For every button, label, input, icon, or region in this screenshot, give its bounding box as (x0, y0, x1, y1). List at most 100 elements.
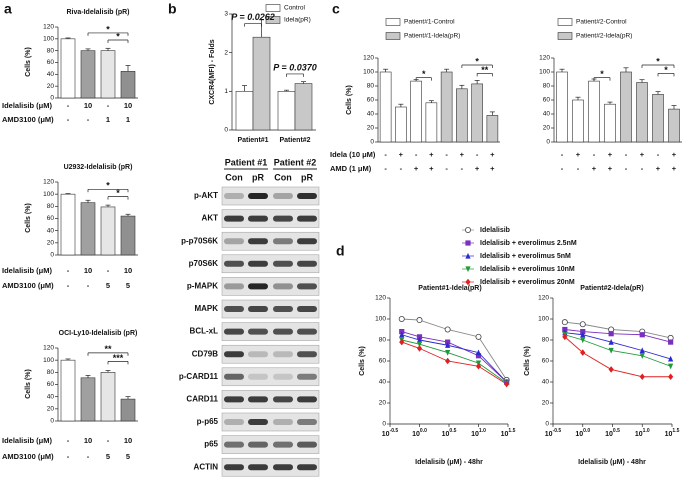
bar (379, 71, 392, 143)
blot-strip (221, 435, 320, 454)
y-tick-label: 20 (47, 83, 55, 90)
x-tick-label: 101.5 (501, 428, 516, 438)
y-tick-label: 20 (379, 400, 387, 407)
bar (120, 398, 136, 422)
row-label: AMD3100 (μM) (2, 281, 54, 290)
bar (235, 91, 254, 131)
legend-label: Idela(pR) (284, 17, 311, 24)
bar (80, 377, 96, 422)
blot-group: Patient #2 (274, 157, 317, 167)
y-tick-label: 120 (43, 24, 54, 31)
point (608, 366, 614, 373)
row-value: - (641, 164, 644, 173)
point (562, 333, 568, 341)
panel-letter: c (332, 1, 340, 17)
y-tick-label: 80 (47, 203, 55, 210)
bar (80, 202, 96, 256)
x-axis-label: Idelalisib (μM) - 48hr (578, 459, 646, 466)
y-tick-label: 120 (43, 179, 54, 186)
legend-marker (465, 266, 471, 273)
blot-strip (221, 299, 320, 319)
significance-label: P = 0.0370 (273, 62, 316, 72)
row-value: 10 (84, 101, 92, 110)
point (416, 345, 423, 352)
y-tick-label: 0 (382, 421, 386, 428)
blot-band (297, 306, 317, 312)
row-value: 10 (124, 266, 132, 275)
chart-title: OCI-Ly10-Idelalisib (pR) (59, 330, 138, 337)
blot-band (224, 193, 244, 199)
legend-marker (465, 278, 471, 286)
blot-band (248, 306, 268, 312)
legend-label: Patient#1-Idela(pR) (404, 33, 460, 40)
blot-band (297, 193, 317, 199)
row-value: + (576, 150, 581, 159)
row-value: + (672, 164, 677, 173)
y-tick-label: 120 (43, 345, 54, 352)
blot-band (224, 238, 244, 245)
y-tick-label: 80 (367, 83, 375, 90)
y-tick-label: 40 (47, 393, 55, 400)
y-tick-label: 100 (538, 316, 549, 323)
x-tick-label: 100.0 (412, 428, 427, 438)
row-value: + (672, 150, 677, 159)
point (475, 333, 482, 340)
row-value: - (107, 436, 110, 445)
y-axis-label: Cells (%) (524, 346, 531, 376)
y-axis-label: Cells (%) (25, 369, 32, 399)
blot-band (297, 283, 317, 290)
blot-strip (221, 277, 320, 296)
y-tick-label: 60 (543, 97, 551, 104)
blot-band (273, 396, 293, 403)
blot-band (273, 193, 293, 199)
y-tick-label: 40 (47, 227, 55, 234)
bar (572, 99, 584, 143)
row-value: + (640, 150, 645, 159)
chart-title: Riva-Idelalisib (pR) (66, 9, 129, 16)
row-value: 5 (126, 281, 130, 290)
row-value: - (107, 101, 110, 110)
row-value: - (384, 150, 387, 159)
y-tick-label: 0 (545, 421, 549, 428)
blot-strip (221, 209, 320, 228)
y-tick-label: 60 (542, 358, 550, 365)
y-tick-label: 40 (379, 379, 387, 386)
row-value: + (429, 164, 434, 173)
x-tick-label: Patient#1 (237, 137, 268, 144)
row-value: - (67, 281, 70, 290)
y-tick-label: 0 (546, 139, 550, 146)
row-value: - (561, 150, 564, 159)
y-tick-label: 0 (50, 418, 54, 425)
row-value: 5 (106, 281, 110, 290)
series-line (564, 336, 671, 378)
y-tick-label: 20 (543, 125, 551, 132)
blot-band (297, 396, 317, 403)
y-tick-label: 20 (47, 406, 55, 413)
point (639, 353, 645, 359)
legend-label: Idelalisib + everolimus 5nM (480, 253, 571, 260)
row-value: - (461, 164, 464, 173)
bar (636, 82, 648, 143)
row-value: 1 (126, 115, 130, 124)
y-tick-label: 100 (43, 191, 54, 198)
blot-band (273, 464, 293, 471)
blot-band (248, 396, 268, 403)
row-value: - (415, 150, 418, 159)
y-axis-label: Cells (%) (359, 346, 366, 376)
blot-row-label: CARD11 (186, 395, 218, 404)
blot-band (273, 283, 293, 290)
legend-swatch (557, 32, 573, 40)
point (639, 332, 645, 338)
legend-marker (465, 252, 471, 259)
blot-band (297, 238, 317, 245)
bar (604, 103, 616, 143)
point (639, 373, 645, 381)
blot-strip (221, 254, 320, 274)
point (580, 349, 586, 356)
point (608, 347, 614, 354)
row-value: 5 (126, 452, 130, 461)
blot-strip (221, 344, 320, 364)
significance-label: ** (104, 344, 112, 354)
point (416, 317, 423, 324)
